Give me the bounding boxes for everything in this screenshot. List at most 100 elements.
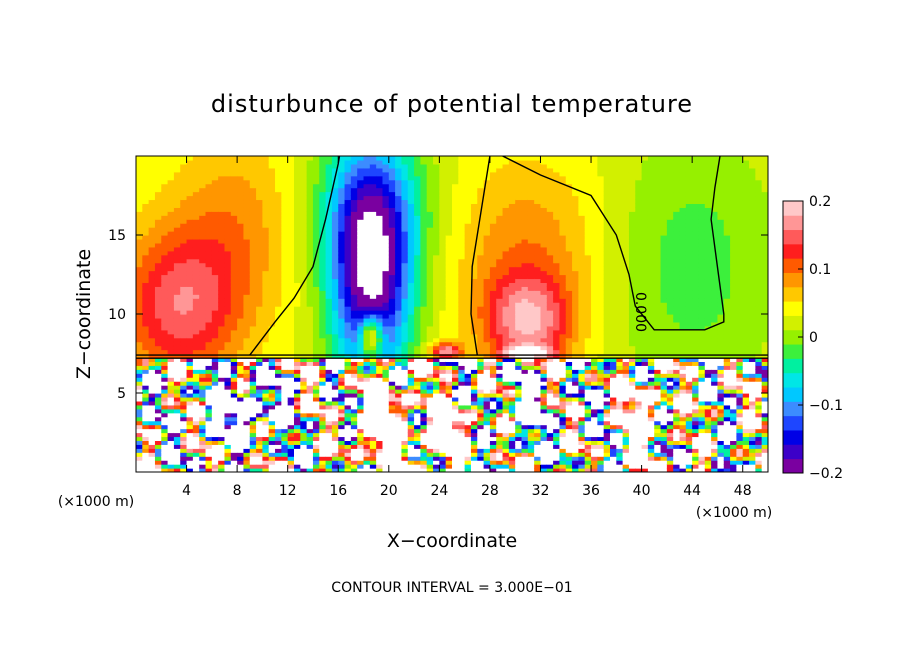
heatmap-cell	[205, 195, 213, 201]
heatmap-cell	[470, 262, 478, 268]
heatmap-cell	[249, 369, 257, 374]
heatmap-cell	[249, 416, 257, 422]
heatmap-cell	[363, 167, 371, 173]
heatmap-cell	[433, 191, 440, 197]
heatmap-cell	[306, 404, 314, 410]
heatmap-cell	[363, 274, 371, 280]
heatmap-cell	[376, 274, 384, 280]
heatmap-cell	[439, 235, 447, 240]
heatmap-cell	[319, 235, 327, 240]
heatmap-cell	[426, 171, 434, 177]
heatmap-cell	[142, 179, 150, 185]
heatmap-cell	[211, 278, 219, 283]
heatmap-cell	[369, 333, 377, 339]
heatmap-cell	[483, 159, 491, 165]
heatmap-cell	[376, 436, 384, 441]
heatmap-cell	[211, 187, 219, 193]
heatmap-cell	[281, 195, 289, 201]
heatmap-cell	[508, 294, 516, 299]
heatmap-cell	[426, 242, 434, 248]
heatmap-cell	[350, 270, 358, 276]
heatmap-cell	[161, 456, 169, 461]
heatmap-cell	[521, 349, 529, 355]
heatmap-cell	[376, 365, 384, 370]
heatmap-cell	[363, 156, 371, 161]
heatmap-cell	[496, 282, 504, 287]
heatmap-cell	[287, 306, 295, 311]
heatmap-cell	[218, 203, 226, 208]
heatmap-cell	[224, 246, 232, 252]
heatmap-cell	[319, 223, 327, 228]
heatmap-cell	[300, 333, 308, 339]
heatmap-cell	[186, 357, 194, 362]
heatmap-cell	[508, 381, 516, 386]
heatmap-cell	[433, 420, 440, 426]
heatmap-cell	[395, 227, 403, 232]
heatmap-cell	[192, 389, 200, 394]
heatmap-cell	[180, 389, 188, 394]
heatmap-cell	[508, 187, 516, 193]
heatmap-cell	[445, 337, 453, 343]
heatmap-cell	[376, 314, 384, 319]
heatmap-cell	[306, 416, 314, 422]
heatmap-cell	[142, 163, 150, 169]
heatmap-cell	[363, 460, 371, 465]
heatmap-cell	[136, 238, 143, 244]
heatmap-cell	[483, 211, 491, 216]
heatmap-cell	[338, 163, 346, 169]
heatmap-cell	[445, 436, 453, 441]
heatmap-cell	[357, 373, 365, 378]
heatmap-cell	[388, 412, 396, 418]
heatmap-cell	[445, 278, 453, 283]
heatmap-cell	[161, 404, 169, 410]
heatmap-cell	[243, 314, 251, 319]
heatmap-cell	[521, 432, 529, 438]
heatmap-cell	[414, 238, 421, 244]
heatmap-cell	[319, 381, 327, 386]
heatmap-cell	[319, 317, 327, 323]
heatmap-cell	[477, 238, 485, 244]
heatmap-cell	[350, 377, 358, 382]
heatmap-cell	[489, 274, 497, 280]
heatmap-cell	[218, 468, 226, 472]
heatmap-cell	[199, 250, 207, 256]
heatmap-cell	[142, 175, 150, 181]
heatmap-cell	[199, 444, 207, 449]
heatmap-cell	[300, 250, 308, 256]
heatmap-cell	[180, 159, 188, 165]
heatmap-cell	[249, 428, 257, 434]
heatmap-cell	[180, 329, 188, 335]
heatmap-cell	[211, 262, 219, 268]
heatmap-cell	[224, 199, 232, 204]
heatmap-cell	[401, 286, 409, 291]
heatmap-cell	[230, 159, 238, 165]
heatmap-cell	[199, 341, 207, 347]
heatmap-cell	[173, 290, 181, 295]
heatmap-cell	[167, 436, 175, 441]
heatmap-cell	[515, 432, 523, 438]
heatmap-cell	[439, 187, 447, 193]
heatmap-cell	[426, 219, 434, 224]
heatmap-cell	[319, 199, 327, 204]
heatmap-cell	[382, 389, 390, 394]
heatmap-cell	[154, 377, 162, 382]
heatmap-cell	[275, 199, 282, 204]
heatmap-cell	[477, 428, 485, 434]
heatmap-cell	[262, 258, 270, 264]
heatmap-cell	[445, 333, 453, 339]
heatmap-cell	[357, 389, 365, 394]
heatmap-cell	[300, 389, 308, 394]
heatmap-cell	[211, 223, 219, 228]
heatmap-cell	[420, 349, 428, 355]
heatmap-cell	[211, 282, 219, 287]
heatmap-cell	[211, 314, 219, 319]
heatmap-cell	[433, 298, 440, 303]
heatmap-cell	[477, 345, 485, 351]
heatmap-cell	[496, 156, 504, 161]
heatmap-cell	[401, 365, 409, 370]
heatmap-cell	[414, 167, 421, 173]
heatmap-cell	[331, 207, 339, 212]
heatmap-cell	[180, 416, 188, 422]
heatmap-cell	[142, 440, 150, 445]
heatmap-cell	[502, 211, 510, 216]
